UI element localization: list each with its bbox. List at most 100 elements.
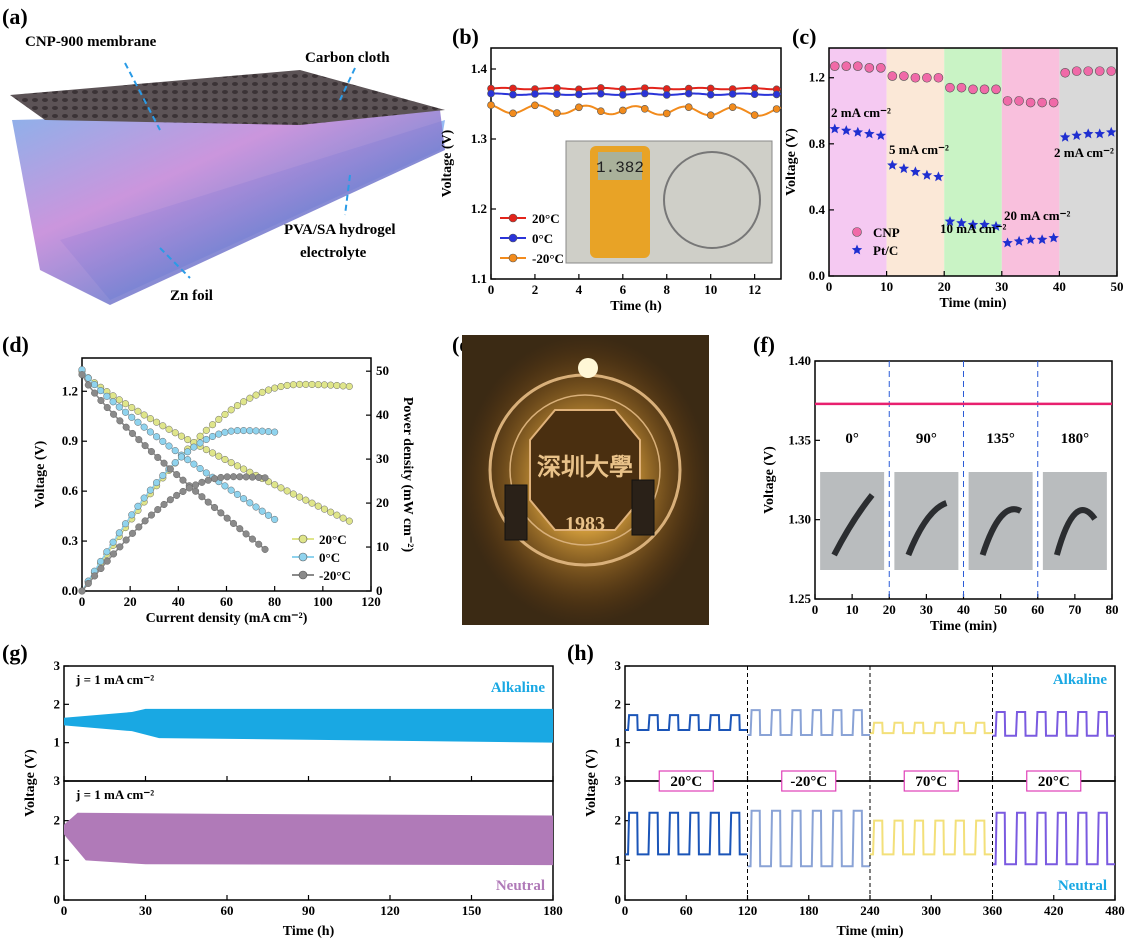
x-tick-label: 0 <box>79 594 86 609</box>
x-tick-label: 40 <box>172 594 185 609</box>
data-point <box>345 517 353 525</box>
current-annotation: 10 mA cm⁻² <box>940 221 1006 236</box>
data-point <box>166 496 174 504</box>
data-point <box>160 459 168 467</box>
y-tick-label: 1 <box>615 852 622 867</box>
legend-label: 20°C <box>532 211 560 226</box>
data-point <box>165 442 173 450</box>
y-axis-label: Voltage (V) <box>762 446 777 514</box>
data-point <box>217 473 225 482</box>
voltage-band <box>64 812 553 866</box>
cycling-trace <box>625 811 748 856</box>
y-tick-label: 0.0 <box>62 583 78 598</box>
data-point <box>910 166 921 177</box>
data-point <box>841 125 852 136</box>
cycling-trace <box>747 809 870 868</box>
data-point <box>246 499 254 507</box>
y-axis-label: Voltage (V) <box>33 440 48 508</box>
series-line <box>81 370 350 522</box>
data-point <box>122 423 130 431</box>
bent-battery <box>1053 507 1098 556</box>
x-axis-label: Time (h) <box>610 299 662 314</box>
data-point <box>899 71 909 81</box>
current-annotation: 2 mA cm⁻² <box>831 105 891 120</box>
cycling-trace <box>992 711 1115 737</box>
data-point <box>240 398 248 406</box>
current-annotation: 5 mA cm⁻² <box>889 142 949 157</box>
data-point <box>706 84 715 93</box>
legend-label: CNP <box>873 225 900 240</box>
data-point <box>159 437 167 445</box>
y-tick-label: 2 <box>54 813 61 828</box>
y-tick-label: 3 <box>54 658 61 673</box>
data-point <box>116 417 124 425</box>
data-point <box>236 473 244 481</box>
data-point <box>210 503 219 512</box>
x-tick-label: 50 <box>994 602 1007 617</box>
data-point <box>202 426 210 434</box>
data-point <box>128 511 136 519</box>
data-point <box>339 514 347 522</box>
data-point <box>190 460 198 468</box>
data-point <box>248 473 256 481</box>
y-tick-label: 0 <box>615 892 622 907</box>
data-point <box>933 171 944 182</box>
data-point <box>597 107 605 115</box>
legend-marker <box>852 227 862 237</box>
voltage-band <box>64 708 553 743</box>
data-point <box>160 500 168 509</box>
plot-frame <box>490 47 782 280</box>
data-point <box>221 455 229 463</box>
data-point <box>229 519 238 527</box>
data-point <box>553 90 561 98</box>
data-point <box>217 509 225 517</box>
data-point <box>320 505 329 513</box>
data-point <box>141 517 149 525</box>
y2-tick-label: 40 <box>376 407 389 422</box>
panel-e: (e) 深圳大學 1983 <box>452 332 709 625</box>
data-point <box>153 433 161 441</box>
data-point <box>84 381 92 389</box>
data-point <box>210 475 219 483</box>
data-point <box>308 499 316 507</box>
data-point <box>240 465 248 473</box>
y-tick-label: 0.0 <box>809 268 825 283</box>
data-point <box>876 63 886 73</box>
y-tick-label: 3 <box>615 773 622 788</box>
data-point <box>242 530 250 538</box>
seal-year: 1983 <box>565 513 605 535</box>
data-point <box>204 476 212 484</box>
data-point <box>215 430 223 438</box>
x-tick-label: 0 <box>622 903 629 918</box>
x-tick-label: 2 <box>532 282 539 297</box>
legend-marker <box>508 233 518 243</box>
x-axis-label: Time (min) <box>930 619 997 634</box>
data-point <box>97 396 105 405</box>
data-point <box>1014 96 1024 106</box>
data-point <box>146 486 154 494</box>
callout-carbon-cloth: Carbon cloth <box>305 50 390 66</box>
data-point <box>255 540 263 548</box>
temperature-box <box>1026 770 1082 792</box>
data-point <box>875 130 887 140</box>
data-point <box>320 381 329 389</box>
data-point <box>192 487 200 495</box>
data-point <box>221 428 229 436</box>
bend-angle-label: 0° <box>845 431 859 447</box>
y-tick-label: 1.2 <box>809 70 825 85</box>
data-point <box>115 403 123 411</box>
data-point <box>1025 234 1036 245</box>
x-tick-label: 10 <box>880 279 893 294</box>
bend-angle-label: 135° <box>986 431 1015 447</box>
data-point <box>990 220 1002 231</box>
legend-marker <box>508 253 518 263</box>
data-point <box>153 418 161 426</box>
data-point <box>171 429 179 437</box>
data-point <box>296 380 304 388</box>
data-point <box>90 381 98 389</box>
data-point <box>706 111 715 120</box>
y-tick-label: 3 <box>54 773 61 788</box>
data-point <box>97 564 105 573</box>
data-point <box>327 508 335 516</box>
data-point <box>968 84 978 95</box>
